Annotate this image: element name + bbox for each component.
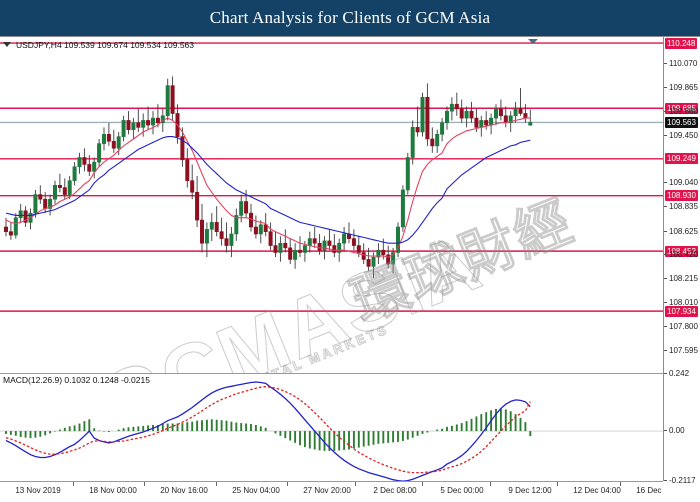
time-tick-mark bbox=[422, 482, 423, 486]
price-tick-label: 108.420 bbox=[664, 250, 698, 260]
collapse-chart-icon[interactable] bbox=[528, 39, 538, 44]
tick-mark bbox=[664, 254, 667, 256]
time-tick-label: 27 Nov 20:00 bbox=[303, 486, 351, 495]
price-tick-label: 109.865 bbox=[664, 82, 698, 92]
time-tick-label: 20 Nov 16:00 bbox=[160, 486, 208, 495]
price-level-badge[interactable]: 108.452 bbox=[665, 245, 698, 257]
price-level-badge[interactable]: 107.934 bbox=[665, 305, 698, 317]
time-tick-label: 2 Dec 08:00 bbox=[373, 486, 417, 495]
symbol-ohlc-label: USDJPY,H4 109.539 109.674 109.534 109.56… bbox=[16, 39, 195, 50]
macd-tick-text: 0.242 bbox=[669, 368, 690, 378]
price-tick-label: 108.625 bbox=[664, 226, 698, 236]
macd-tick-text: -0.2117 bbox=[669, 475, 696, 485]
time-tick-label: 12 Dec 04:00 bbox=[573, 486, 621, 495]
price-tick-text: 108.835 bbox=[669, 202, 698, 212]
tick-mark bbox=[664, 301, 667, 303]
tick-mark bbox=[664, 206, 667, 208]
price-axis[interactable]: 110.248 110.070 109.865 109.685 109.660 109.5… bbox=[663, 37, 700, 485]
price-tick-text: 108.215 bbox=[669, 274, 698, 284]
price-tick-text: 107.800 bbox=[669, 322, 698, 332]
tick-mark bbox=[664, 86, 667, 88]
price-tick-text: 108.625 bbox=[669, 226, 698, 236]
chart-frame: USDJPY,H4 109.539 109.674 109.534 109.56… bbox=[0, 36, 700, 500]
time-tick-mark bbox=[557, 482, 558, 486]
time-axis: 13 Nov 2019 18 Nov 00:00 20 Nov 16:00 25 No… bbox=[0, 481, 663, 502]
tick-mark bbox=[664, 326, 667, 328]
tick-mark bbox=[664, 349, 667, 351]
price-tick-label: 110.070 bbox=[664, 59, 697, 69]
tick-mark bbox=[664, 63, 667, 65]
price-level-badge[interactable]: 110.248 bbox=[665, 37, 698, 49]
time-tick-mark bbox=[144, 482, 145, 486]
time-tick-label: 18 Nov 00:00 bbox=[89, 486, 137, 495]
price-tick-label: 108.215 bbox=[664, 274, 698, 284]
time-tick-label: 9 Dec 12:00 bbox=[508, 486, 552, 495]
tick-mark bbox=[664, 479, 667, 481]
tick-mark bbox=[664, 372, 667, 374]
price-tick-label: 108.835 bbox=[664, 202, 698, 212]
price-tick-label: 109.660 bbox=[664, 106, 698, 116]
price-level-badge[interactable]: 109.685 bbox=[665, 102, 698, 114]
time-tick-mark bbox=[355, 482, 356, 486]
macd-tick-text: 0.00 bbox=[669, 425, 685, 435]
tick-mark bbox=[664, 429, 667, 431]
macd-plot bbox=[0, 381, 663, 481]
time-tick-mark bbox=[620, 482, 621, 486]
chevron-down-icon[interactable] bbox=[3, 42, 11, 47]
macd-indicator-label: MACD(12.26.9) 0.1032 0.1248 -0.0215 bbox=[3, 375, 150, 385]
price-tick-text: 109.660 bbox=[669, 106, 698, 116]
macd-tick-label: -0.2117 bbox=[664, 475, 696, 485]
time-tick-mark bbox=[216, 482, 217, 486]
price-pane[interactable]: USDJPY,H4 109.539 109.674 109.534 109.56… bbox=[0, 37, 663, 373]
symbol-info-bar[interactable]: USDJPY,H4 109.539 109.674 109.534 109.56… bbox=[0, 37, 663, 52]
price-tick-text: 110.070 bbox=[669, 59, 698, 69]
price-tick-text: 109.450 bbox=[669, 130, 698, 140]
tick-mark bbox=[664, 278, 667, 280]
price-tick-label: 108.010 bbox=[664, 297, 698, 307]
price-tick-label: 107.595 bbox=[664, 345, 698, 355]
time-tick-mark bbox=[73, 482, 74, 486]
candlestick-plot bbox=[0, 42, 663, 312]
time-tick-label: 5 Dec 00:00 bbox=[440, 486, 484, 495]
price-tick-text: 109.040 bbox=[669, 178, 698, 188]
price-tick-text: 108.010 bbox=[669, 297, 698, 307]
tick-mark bbox=[664, 134, 667, 136]
page-title: Chart Analysis for Clients of GCM Asia bbox=[209, 8, 491, 27]
price-tick-text: 109.865 bbox=[669, 82, 698, 92]
macd-tick-label: 0.242 bbox=[664, 368, 689, 378]
time-tick-label: 13 Nov 2019 bbox=[15, 486, 61, 495]
tick-mark bbox=[664, 110, 667, 112]
macd-tick-label: 0.00 bbox=[664, 425, 685, 435]
time-tick-label: 16 Dec 16:00 bbox=[636, 486, 663, 495]
price-tick-text: 107.595 bbox=[669, 345, 698, 355]
price-level-badge[interactable]: 108.930 bbox=[665, 190, 698, 202]
time-tick-mark bbox=[287, 482, 288, 486]
page-header-banner: Chart Analysis for Clients of GCM Asia bbox=[0, 0, 700, 36]
current-price-badge[interactable]: 109.563 bbox=[665, 116, 698, 128]
time-tick-mark bbox=[490, 482, 491, 486]
price-level-badge[interactable]: 109.249 bbox=[665, 153, 698, 165]
price-tick-label: 109.450 bbox=[664, 130, 698, 140]
macd-pane[interactable]: MACD(12.26.9) 0.1032 0.1248 -0.0215 bbox=[0, 373, 663, 482]
price-tick-label: 109.040 bbox=[664, 178, 698, 188]
time-tick-label: 25 Nov 04:00 bbox=[232, 486, 280, 495]
tick-mark bbox=[664, 182, 667, 184]
price-tick-label: 107.800 bbox=[664, 322, 698, 332]
price-tick-text: 108.420 bbox=[669, 250, 698, 260]
tick-mark bbox=[664, 230, 667, 232]
